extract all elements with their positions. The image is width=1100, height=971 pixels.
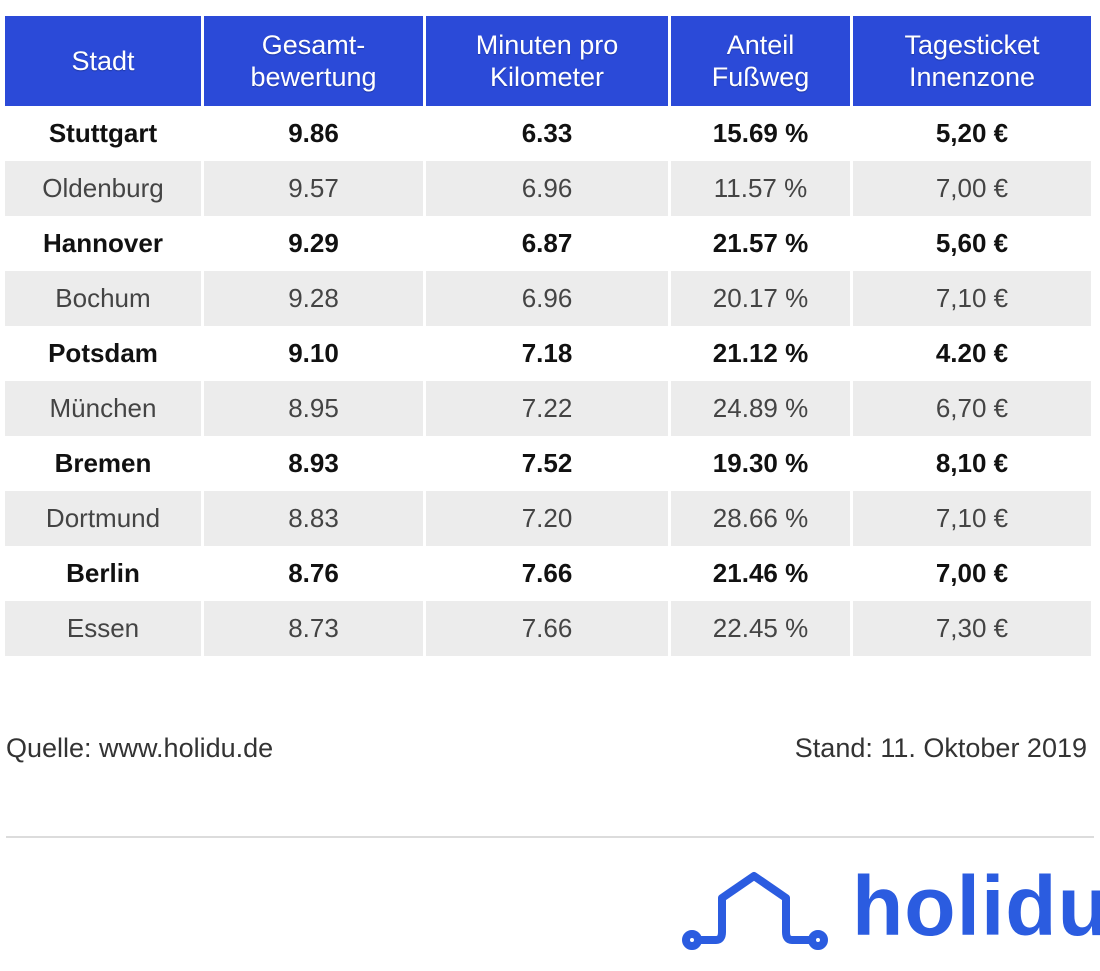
column-header-minuten-pro-kilometer: Minuten pro Kilometer xyxy=(423,16,668,106)
cell-rating: 8.76 xyxy=(201,546,423,601)
ranking-table-container: Stadt Gesamt- bewertung Minuten pro Kilo… xyxy=(5,16,1091,656)
cell-rating: 8.83 xyxy=(201,491,423,546)
date-note: Stand: 11. Oktober 2019 xyxy=(794,733,1087,763)
cell-city: Stuttgart xyxy=(5,106,201,161)
cell-walking-share: 21.46 % xyxy=(668,546,850,601)
cell-walking-share: 11.57 % xyxy=(668,161,850,216)
cell-minutes-per-km: 7.20 xyxy=(423,491,668,546)
cell-minutes-per-km: 7.66 xyxy=(423,546,668,601)
cell-minutes-per-km: 6.33 xyxy=(423,106,668,161)
cell-day-ticket: 7,00 € xyxy=(850,161,1091,216)
cell-walking-share: 15.69 % xyxy=(668,106,850,161)
cell-rating: 8.95 xyxy=(201,381,423,436)
cell-rating: 9.28 xyxy=(201,271,423,326)
cell-city: Potsdam xyxy=(5,326,201,381)
column-header-anteil-fussweg: Anteil Fußweg xyxy=(668,16,850,106)
cell-walking-share: 22.45 % xyxy=(668,601,850,656)
cell-minutes-per-km: 7.18 xyxy=(423,326,668,381)
cell-day-ticket: 4.20 € xyxy=(850,326,1091,381)
cell-walking-share: 21.12 % xyxy=(668,326,850,381)
cell-minutes-per-km: 6.96 xyxy=(423,161,668,216)
cell-rating: 9.86 xyxy=(201,106,423,161)
table-header-row: Stadt Gesamt- bewertung Minuten pro Kilo… xyxy=(5,16,1091,106)
cell-day-ticket: 7,00 € xyxy=(850,546,1091,601)
cell-walking-share: 24.89 % xyxy=(668,381,850,436)
cell-rating: 9.29 xyxy=(201,216,423,271)
table-row: Bochum 9.28 6.96 20.17 % 7,10 € xyxy=(5,271,1091,326)
cell-rating: 9.10 xyxy=(201,326,423,381)
cell-walking-share: 20.17 % xyxy=(668,271,850,326)
cell-city: Dortmund xyxy=(5,491,201,546)
cell-day-ticket: 8,10 € xyxy=(850,436,1091,491)
cell-rating: 8.73 xyxy=(201,601,423,656)
cell-day-ticket: 5,20 € xyxy=(850,106,1091,161)
cell-city: Berlin xyxy=(5,546,201,601)
cell-city: Bochum xyxy=(5,271,201,326)
cell-walking-share: 21.57 % xyxy=(668,216,850,271)
cell-walking-share: 28.66 % xyxy=(668,491,850,546)
column-header-gesamtbewertung: Gesamt- bewertung xyxy=(201,16,423,106)
cell-day-ticket: 7,10 € xyxy=(850,491,1091,546)
cell-day-ticket: 5,60 € xyxy=(850,216,1091,271)
cell-rating: 8.93 xyxy=(201,436,423,491)
holidu-house-icon xyxy=(682,872,828,950)
divider xyxy=(6,836,1094,838)
cell-minutes-per-km: 7.52 xyxy=(423,436,668,491)
column-header-tagesticket: Tagesticket Innenzone xyxy=(850,16,1091,106)
city-ranking-table: Stadt Gesamt- bewertung Minuten pro Kilo… xyxy=(5,16,1091,656)
table-row: Oldenburg 9.57 6.96 11.57 % 7,00 € xyxy=(5,161,1091,216)
cell-rating: 9.57 xyxy=(201,161,423,216)
table-row: Berlin 8.76 7.66 21.46 % 7,00 € xyxy=(5,546,1091,601)
cell-minutes-per-km: 6.96 xyxy=(423,271,668,326)
table-row: Stuttgart 9.86 6.33 15.69 % 5,20 € xyxy=(5,106,1091,161)
source-note: Quelle: www.holidu.de xyxy=(6,733,274,763)
table-row: Dortmund 8.83 7.20 28.66 % 7,10 € xyxy=(5,491,1091,546)
cell-walking-share: 19.30 % xyxy=(668,436,850,491)
table-row: Essen 8.73 7.66 22.45 % 7,30 € xyxy=(5,601,1091,656)
cell-minutes-per-km: 6.87 xyxy=(423,216,668,271)
cell-city: Hannover xyxy=(5,216,201,271)
column-header-stadt: Stadt xyxy=(5,16,201,106)
table-row: München 8.95 7.22 24.89 % 6,70 € xyxy=(5,381,1091,436)
cell-city: München xyxy=(5,381,201,436)
cell-city: Essen xyxy=(5,601,201,656)
cell-day-ticket: 7,10 € xyxy=(850,271,1091,326)
cell-day-ticket: 7,30 € xyxy=(850,601,1091,656)
holidu-wordmark: holidu xyxy=(852,859,1100,953)
cell-city: Bremen xyxy=(5,436,201,491)
cell-minutes-per-km: 7.22 xyxy=(423,381,668,436)
table-row: Bremen 8.93 7.52 19.30 % 8,10 € xyxy=(5,436,1091,491)
table-row: Potsdam 9.10 7.18 21.12 % 4.20 € xyxy=(5,326,1091,381)
table-row: Hannover 9.29 6.87 21.57 % 5,60 € xyxy=(5,216,1091,271)
cell-minutes-per-km: 7.66 xyxy=(423,601,668,656)
cell-city: Oldenburg xyxy=(5,161,201,216)
holidu-logo: holidu xyxy=(682,859,1100,960)
cell-day-ticket: 6,70 € xyxy=(850,381,1091,436)
